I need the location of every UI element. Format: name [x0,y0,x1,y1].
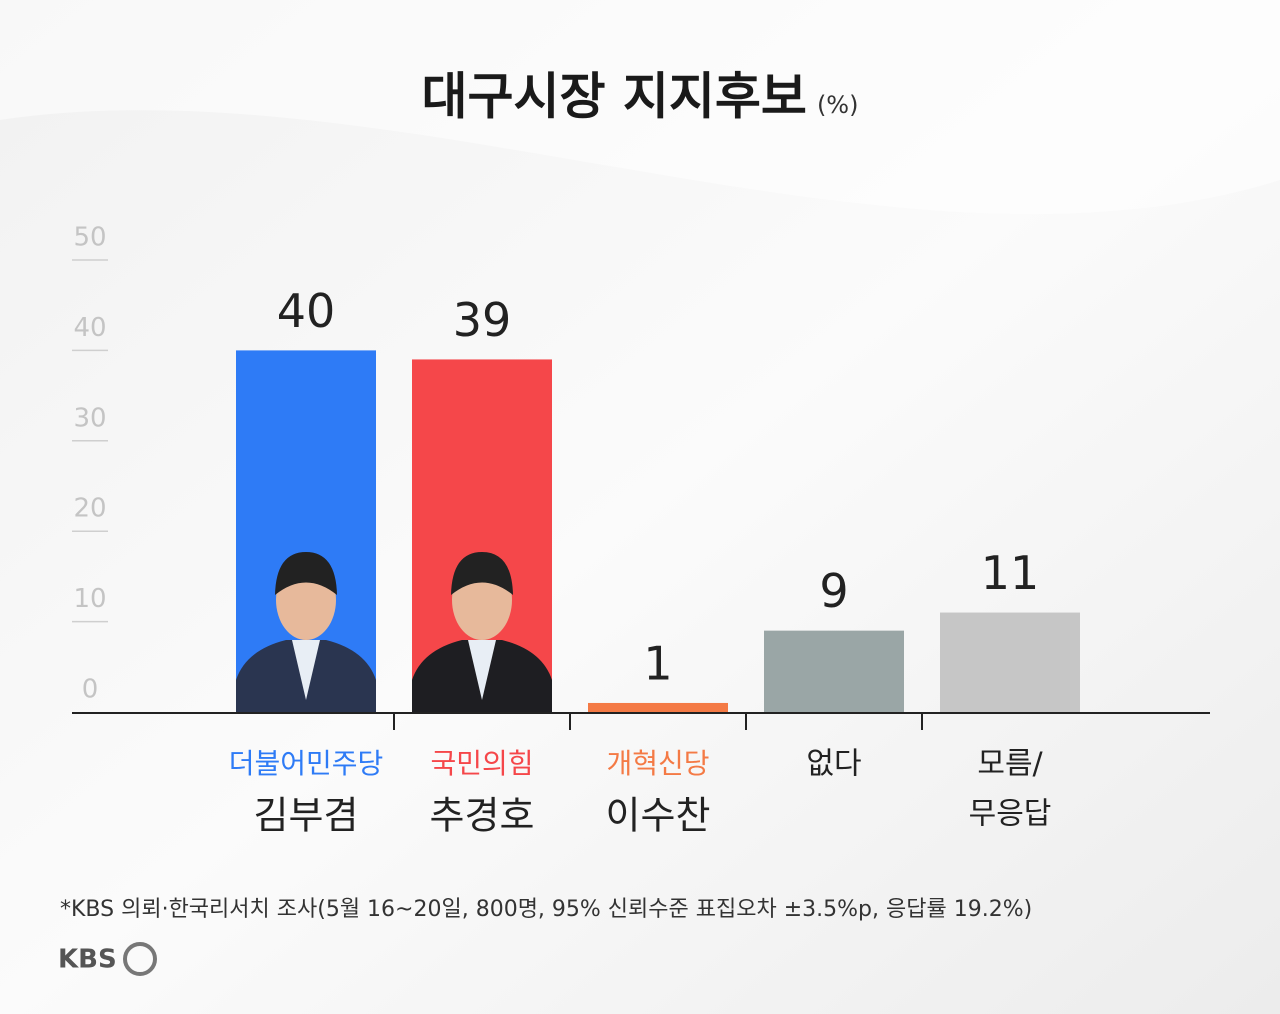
y-tick-label: 10 [73,584,106,614]
portrait-shirt [292,640,320,700]
portrait-shirt [468,640,496,700]
y-tick-label: 20 [73,494,106,524]
y-tick-label: 40 [73,313,106,343]
background-swoosh [0,0,1280,215]
bar [940,612,1080,712]
candidate-label: 이수찬 [606,794,711,838]
bar [588,702,728,712]
party-label: 더불어민주당 [229,747,384,780]
party-label: 국민의힘 [430,747,533,780]
chart-title: 대구시장 지지후보 [422,68,807,126]
value-label: 9 [819,564,848,618]
category-label: 없다 [806,747,861,782]
chart-subtitle: (%) [817,91,859,119]
candidate-label: 추경호 [430,794,535,838]
value-label: 11 [981,546,1040,600]
portrait-hair [451,552,513,595]
value-label: 39 [453,293,512,347]
value-label: 40 [277,284,336,338]
value-label: 1 [643,636,672,690]
y-tick-label: 30 [73,403,106,433]
category-label: 모름/ [977,747,1043,782]
y-tick-label: 50 [73,223,106,253]
portrait-hair [275,552,337,595]
y-tick-label: 0 [82,675,99,705]
logo: KBS [58,945,117,975]
logo-mark [123,942,157,976]
bar [764,630,904,712]
party-label: 개혁신당 [606,747,709,780]
candidate-label: 김부겸 [254,794,359,838]
footnote: *KBS 의뢰·한국리서치 조사(5월 16~20일, 800명, 95% 신뢰… [60,897,1032,922]
category-label: 무응답 [969,797,1052,832]
